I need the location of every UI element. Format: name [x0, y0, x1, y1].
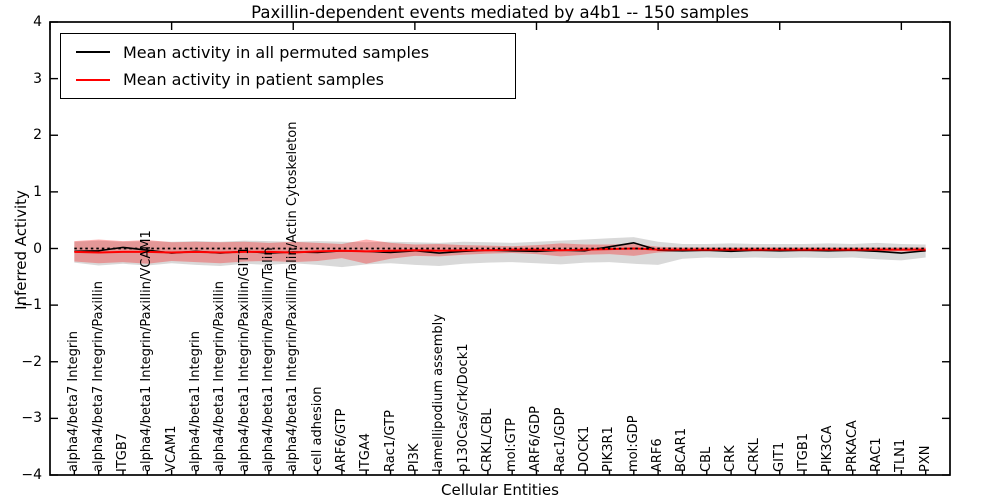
y-tick-label: −2 [21, 353, 42, 370]
x-tick-label: alpha4/beta7 Integrin/Paxillin [90, 280, 106, 472]
chart-title: Paxillin-dependent events mediated by a4… [251, 3, 749, 22]
x-tick-label: PIK3R1 [601, 426, 617, 472]
legend-line-sample [76, 78, 110, 81]
x-tick-label: PI3K [406, 443, 422, 472]
x-tick-label: alpha4/beta1 Integrin/Paxillin/Talin/Act… [285, 121, 301, 472]
x-axis-label: Cellular Entities [441, 481, 559, 499]
x-tick-label: alpha4/beta7 Integrin [66, 330, 82, 472]
legend-item-label: Mean activity in patient samples [123, 70, 384, 90]
y-tick-label: 2 [33, 127, 42, 144]
x-tick-label: CBL [698, 446, 714, 472]
x-tick-label: ITGB1 [796, 432, 812, 472]
x-tick-label: alpha4/beta1 Integrin/Paxillin [212, 280, 228, 472]
x-tick-label: p130Cas/Crk/Dock1 [455, 343, 471, 472]
x-tick-label: CRKL [747, 438, 763, 472]
legend-line-sample [76, 51, 110, 54]
y-tick-label: 0 [33, 240, 42, 257]
legend: Mean activity in all permuted samples Mea… [60, 33, 516, 99]
x-tick-label: mol:GTP [504, 418, 520, 472]
x-tick-label: PRKACA [844, 420, 860, 472]
y-tick-label: 3 [33, 70, 42, 87]
patient-band [74, 239, 926, 264]
legend-item-label: Mean activity in all permuted samples [123, 42, 430, 62]
x-tick-label: ARF6/GDP [528, 406, 544, 472]
x-tick-label: CRKL/CBL [479, 408, 495, 473]
y-tick-label: −4 [21, 467, 42, 483]
y-tick-label: −3 [21, 410, 42, 427]
x-tick-label: mol:GDP [625, 415, 641, 472]
x-tick-label: alpha4/beta1 Integrin [187, 330, 203, 472]
permuted-band [74, 237, 926, 268]
x-tick-label: VCAM1 [163, 425, 179, 472]
x-tick-label: DOCK1 [577, 425, 593, 472]
x-tick-label: alpha4/beta1 Integrin/Paxillin/VCAM1 [139, 230, 155, 472]
x-tick-label: ARF6/GTP [333, 408, 349, 472]
x-tick-label: alpha4/beta1 Integrin/Paxillin/Talin [260, 247, 276, 472]
x-tick-label: ITGA4 [358, 432, 374, 472]
x-tick-label: PXN [917, 445, 933, 472]
x-tick-label: Rac1/GTP [382, 410, 398, 472]
legend-item: Mean activity in all permuted samples [61, 43, 515, 62]
patient-mean-line [74, 247, 926, 254]
y-tick-label: −1 [21, 297, 42, 314]
x-tick-label: cell adhesion [309, 386, 325, 472]
x-tick-label: GIT1 [771, 441, 787, 472]
x-tick-label: RAC1 [869, 437, 885, 472]
y-tick-label: 1 [33, 183, 42, 200]
x-tick-label: lamellipodium assembly [431, 314, 447, 472]
y-tick-label: 4 [33, 14, 42, 30]
x-tick-label: PIK3CA [820, 425, 836, 472]
x-tick-label: TLN1 [893, 438, 909, 472]
x-tick-label: ARF6 [650, 438, 666, 472]
x-tick-label: Rac1/GDP [552, 407, 568, 472]
x-tick-label: CRK [723, 445, 739, 472]
x-tick-label: BCAR1 [674, 428, 690, 472]
x-tick-label: alpha4/beta1 Integrin/Paxillin/GIT1 [236, 246, 252, 472]
x-tick-label: ITGB7 [114, 432, 130, 472]
legend-item: Mean activity in patient samples [61, 70, 515, 89]
